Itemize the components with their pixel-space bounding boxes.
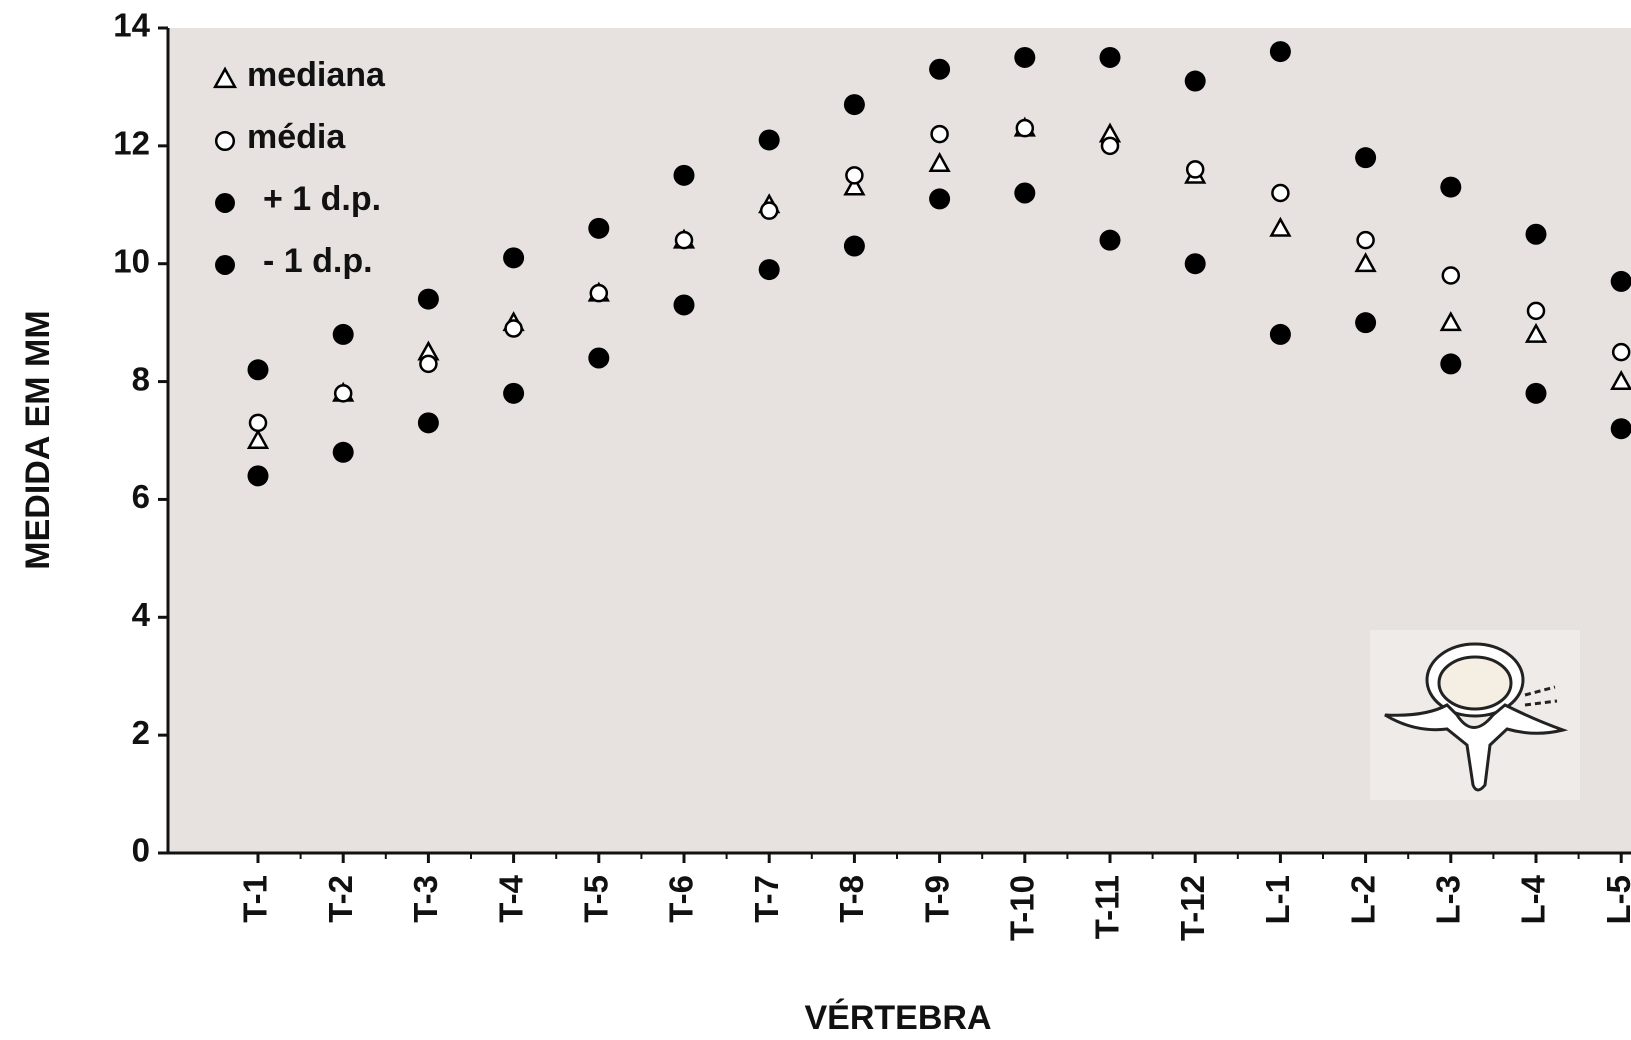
data-point xyxy=(1610,369,1631,391)
x-tick-label: T-12 xyxy=(1174,875,1211,941)
legend-marker xyxy=(215,255,235,275)
data-point xyxy=(1355,312,1377,334)
data-point xyxy=(1525,382,1547,404)
x-tick-label: T-8 xyxy=(833,875,870,923)
data-point xyxy=(1356,230,1375,250)
data-point xyxy=(1441,266,1461,285)
y-axis-title: MEDIDA EM MM xyxy=(19,310,57,569)
data-point xyxy=(673,294,695,316)
data-point xyxy=(1610,418,1631,440)
y-tick-label: 2 xyxy=(132,714,150,751)
data-point xyxy=(759,201,779,220)
data-point xyxy=(758,129,780,151)
x-tick-label: T-1 xyxy=(237,875,274,923)
data-point xyxy=(1271,183,1290,203)
x-tick-label: T-11 xyxy=(1089,875,1126,939)
data-point xyxy=(843,94,865,116)
data-point xyxy=(248,413,268,433)
data-point xyxy=(930,124,949,144)
y-tick-label: 10 xyxy=(113,242,150,279)
legend-label: - 1 d.p. xyxy=(263,242,373,280)
x-axis-title: VÉRTEBRA xyxy=(804,999,991,1037)
data-point xyxy=(246,428,270,449)
data-point xyxy=(589,283,609,303)
data-point xyxy=(332,323,354,345)
x-tick-label: L-4 xyxy=(1515,874,1552,924)
data-point xyxy=(843,235,865,257)
data-point xyxy=(1100,136,1120,156)
data-point xyxy=(247,465,269,487)
data-point xyxy=(1440,176,1462,198)
data-point xyxy=(1269,41,1291,63)
y-tick-label: 12 xyxy=(113,125,150,162)
data-point xyxy=(674,230,694,250)
data-point xyxy=(1355,147,1377,169)
data-point xyxy=(1015,118,1035,138)
data-point xyxy=(843,175,866,196)
legend-marker xyxy=(212,66,238,89)
data-point xyxy=(1269,216,1292,237)
x-tick-label: T-6 xyxy=(663,875,700,923)
data-point xyxy=(1269,323,1291,345)
x-tick-label: T-9 xyxy=(918,875,955,923)
data-point xyxy=(758,259,780,281)
legend-label: média xyxy=(247,118,346,156)
data-point xyxy=(1611,342,1631,362)
legend-label: mediana xyxy=(247,56,386,94)
x-tick-label: T-4 xyxy=(492,874,529,922)
data-point xyxy=(928,151,951,172)
data-point xyxy=(1524,322,1548,343)
data-point xyxy=(419,354,438,374)
vertebra-illustration xyxy=(1370,630,1580,800)
y-tick-label: 14 xyxy=(113,7,150,44)
legend-label: + 1 d.p. xyxy=(263,180,381,218)
data-point xyxy=(503,247,525,269)
data-point xyxy=(673,164,695,186)
x-tick-label: T-10 xyxy=(1004,875,1041,941)
data-point xyxy=(1440,353,1462,375)
data-point xyxy=(1099,229,1121,251)
x-tick-label: L-3 xyxy=(1430,875,1467,925)
data-point xyxy=(1610,270,1631,292)
x-tick-label: T-2 xyxy=(322,875,359,923)
data-point xyxy=(1184,70,1206,92)
data-point xyxy=(247,359,269,381)
data-point xyxy=(588,217,610,239)
data-point xyxy=(845,166,864,185)
y-tick-label: 6 xyxy=(132,478,150,515)
data-point xyxy=(332,441,354,463)
data-point xyxy=(1526,301,1546,321)
x-tick-label: T-5 xyxy=(578,875,615,923)
y-tick-label: 4 xyxy=(132,596,151,633)
data-point xyxy=(1099,46,1121,68)
data-point xyxy=(1354,252,1377,273)
data-point xyxy=(588,347,610,369)
data-point xyxy=(929,58,951,80)
data-point xyxy=(929,188,951,210)
data-point xyxy=(504,319,523,338)
data-point xyxy=(417,288,439,310)
data-point xyxy=(417,412,439,434)
data-point xyxy=(1525,223,1547,245)
x-tick-label: T-3 xyxy=(407,875,444,923)
legend-marker xyxy=(214,130,236,152)
data-point xyxy=(1184,253,1206,275)
y-tick-label: 0 xyxy=(132,832,150,869)
data-point xyxy=(333,384,353,403)
x-tick-label: L-5 xyxy=(1600,875,1631,925)
data-point xyxy=(1185,160,1205,179)
x-tick-label: T-7 xyxy=(748,875,785,923)
y-tick-label: 8 xyxy=(132,360,150,397)
data-point xyxy=(1014,46,1036,68)
x-tick-label: L-2 xyxy=(1344,875,1381,925)
legend-marker xyxy=(215,193,235,213)
data-point xyxy=(1439,311,1462,332)
data-point xyxy=(1014,182,1036,204)
x-tick-label: L-1 xyxy=(1259,875,1296,925)
data-point xyxy=(503,382,525,404)
